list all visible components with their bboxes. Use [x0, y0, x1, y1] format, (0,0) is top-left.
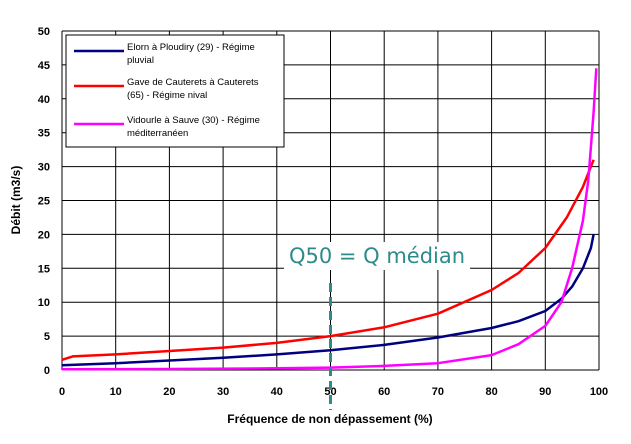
legend-label: Vidourle à Sauve (30) - Régime — [127, 115, 260, 126]
x-tick-label: 30 — [217, 386, 229, 398]
y-tick-label: 45 — [38, 60, 50, 72]
median-label: Q50 = Q médian — [289, 244, 465, 268]
legend: Elorn à Ploudiry (29) - Régime pluvial Gav… — [65, 34, 285, 148]
y-tick-label: 15 — [38, 263, 50, 275]
y-tick-label: 50 — [38, 26, 50, 38]
legend-label: méditerranéen — [127, 128, 188, 139]
y-tick-label: 20 — [38, 229, 50, 241]
x-tick-label: 80 — [485, 386, 497, 398]
y-axis-ticks: 0 5 10 15 20 25 30 35 40 45 50 — [38, 26, 50, 377]
legend-label: pluvial — [127, 55, 154, 66]
x-tick-label: 60 — [378, 386, 390, 398]
x-tick-label: 70 — [432, 386, 444, 398]
y-tick-label: 40 — [38, 94, 50, 106]
y-tick-label: 10 — [38, 297, 50, 309]
legend-label: Gave de Cauterets à Cauterets — [127, 77, 259, 88]
series-line-3 — [61, 68, 598, 371]
legend-label: Elorn à Ploudiry (29) - Régime — [127, 42, 255, 53]
y-tick-label: 30 — [38, 162, 50, 174]
series-line-2 — [61, 159, 595, 361]
median-annotation: Q50 = Q médian — [283, 242, 471, 410]
x-tick-label: 20 — [163, 386, 175, 398]
series-lines — [61, 68, 598, 371]
y-tick-label: 0 — [44, 365, 50, 377]
x-tick-label: 50 — [324, 386, 336, 398]
x-tick-label: 40 — [271, 386, 283, 398]
x-axis-title: Fréquence de non dépassement (%) — [227, 412, 432, 426]
x-tick-label: 10 — [110, 386, 122, 398]
y-axis-title: Débit (m3/s) — [9, 166, 23, 235]
x-tick-label: 90 — [539, 386, 551, 398]
legend-label: (65) - Régime nival — [127, 90, 207, 101]
median-label-background — [283, 242, 471, 270]
series-line-1 — [61, 234, 595, 367]
y-tick-label: 5 — [44, 331, 50, 343]
y-tick-label: 25 — [38, 196, 50, 208]
x-tick-label: 100 — [590, 386, 608, 398]
x-axis-ticks: 0 10 20 30 40 50 60 70 80 90 100 — [59, 386, 608, 398]
x-tick-label: 0 — [59, 386, 65, 398]
legend-box — [65, 34, 285, 148]
y-tick-label: 35 — [38, 128, 50, 140]
